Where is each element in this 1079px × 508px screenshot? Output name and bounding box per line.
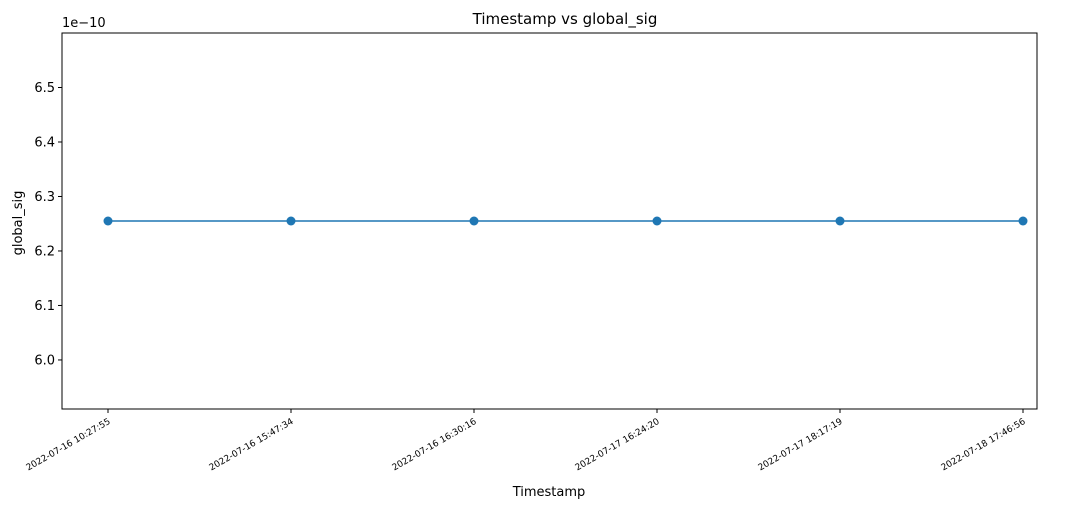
axes-frame [61,32,1038,410]
x-tick-label: 2022-07-17 18:17:19 [757,417,845,474]
data-point [1018,216,1028,226]
x-axis-label: Timestamp [512,485,586,500]
x-tick-label: 2022-07-18 17:46:56 [940,417,1028,474]
y-axis-label: global_sig [11,191,26,256]
x-tick-label: 2022-07-16 16:30:16 [391,417,479,474]
y-tick-label: 6.5 [34,81,55,96]
plot-area: 6.0 6.1 6.2 6.3 6.4 6.5 2022-07-16 10:27:55 202… [25,32,1038,474]
data-point [469,216,479,226]
y-tick-label: 6.4 [34,135,55,150]
x-tick-label: 2022-07-16 15:47:34 [208,417,296,474]
data-point [652,216,662,226]
y-tick-label: 6.1 [34,299,55,314]
x-tick-label: 2022-07-17 16:24:20 [574,417,662,474]
y-tick-label: 6.2 [34,244,55,259]
x-tick-label: 2022-07-16 10:27:55 [25,417,113,473]
y-tick-label: 6.3 [34,190,55,205]
data-point [103,216,113,226]
data-point [835,216,845,226]
y-offset-label: 1e−10 [62,16,106,31]
data-point [286,216,296,226]
chart-title: Timestamp vs global_sig [472,10,658,29]
y-tick-label: 6.0 [34,353,55,368]
